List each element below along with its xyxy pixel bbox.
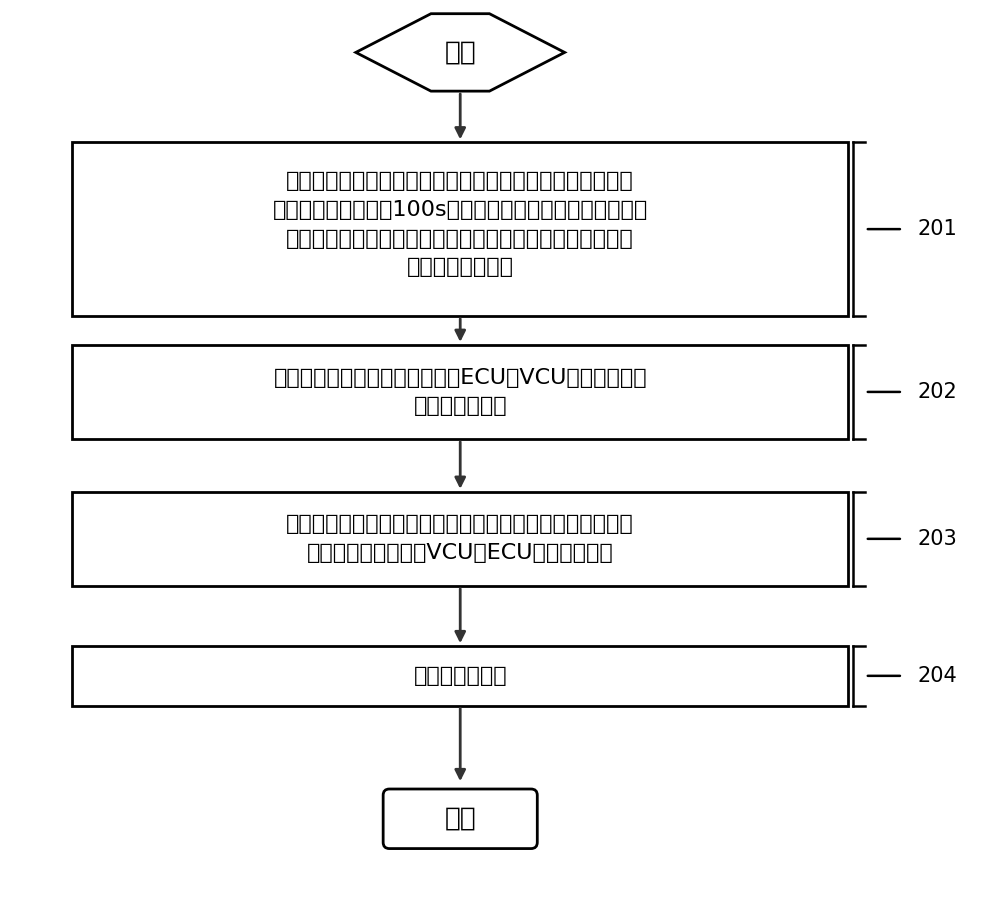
Bar	[72, 646, 848, 706]
Bar	[72, 492, 848, 586]
Text: 201: 201	[918, 219, 957, 239]
Text: 开始: 开始	[444, 40, 476, 66]
Polygon shape	[356, 13, 565, 91]
FancyBboxPatch shape	[383, 789, 537, 849]
Bar	[72, 142, 848, 316]
Text: 当车辆再次启动时，若催化器温度达到预设第三温度，控制
车辆进入怠速，控制VCU向ECU发送诊断指令: 当车辆再次启动时，若催化器温度达到预设第三温度，控制 车辆进入怠速，控制VCU向…	[286, 514, 634, 564]
Text: 判断车辆是否满足预设诊断条件；所述预设诊断条件包括：
发动机运行时间超过100s，后氧传感器加热完成，水温达到
第一预设温度，进气温度达到第二预设温度，前氧传感: 判断车辆是否满足预设诊断条件；所述预设诊断条件包括： 发动机运行时间超过100s…	[273, 171, 648, 278]
Text: 结束: 结束	[444, 806, 476, 832]
Text: 202: 202	[918, 382, 957, 402]
Bar	[72, 345, 848, 439]
Text: 进入催化器诊断: 进入催化器诊断	[413, 666, 507, 686]
Text: 204: 204	[918, 666, 957, 686]
Text: 203: 203	[918, 529, 957, 549]
Text: 若车辆满足预设诊断条件，控制ECU向VCU发送催化器诊
断条件满足标识: 若车辆满足预设诊断条件，控制ECU向VCU发送催化器诊 断条件满足标识	[273, 368, 647, 416]
